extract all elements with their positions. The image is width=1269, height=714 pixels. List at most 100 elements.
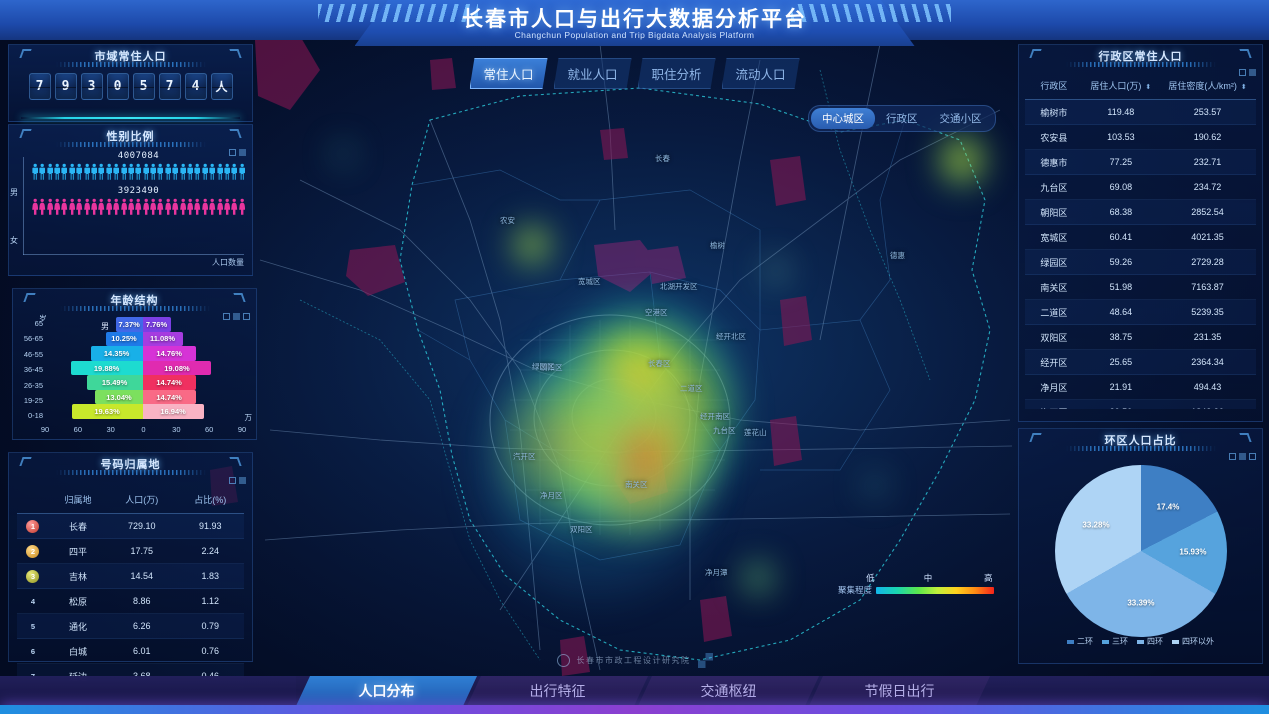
male-figure-icon bbox=[98, 163, 105, 180]
pyramid-bar-male-4[interactable]: 15.49% bbox=[86, 375, 143, 390]
pyramid-bar-female-5[interactable]: 14.74% bbox=[142, 389, 196, 405]
pyramid-bar-male-5[interactable]: 13.04% bbox=[95, 389, 143, 405]
panel-tools[interactable] bbox=[1239, 69, 1256, 76]
pyramid-y-label-1: 56-65 bbox=[23, 334, 43, 344]
table-row[interactable]: 宽城区 60.41 4021.35 bbox=[1025, 224, 1256, 250]
rank-badge: 3 bbox=[26, 569, 40, 583]
gender-male-value: 4007084 bbox=[117, 151, 160, 161]
table-row[interactable]: 5 通化 6.26 0.79 bbox=[17, 613, 244, 639]
table-view-icon[interactable] bbox=[229, 477, 236, 484]
top-tab-3[interactable]: 流动人口 bbox=[722, 58, 800, 89]
table-row[interactable]: 九台区 69.08 234.72 bbox=[1025, 174, 1256, 200]
table-row[interactable]: 绿园区 59.26 2729.28 bbox=[1025, 249, 1256, 275]
top-tab-1[interactable]: 就业人口 bbox=[553, 58, 631, 89]
origin-rank-cell: 4 bbox=[17, 588, 49, 614]
pyramid-bar-male-1[interactable]: 10.25% bbox=[105, 331, 143, 347]
pyramid-bar-female-4[interactable]: 14.74% bbox=[142, 375, 196, 390]
sort-icon[interactable]: ⬍ bbox=[1240, 84, 1247, 91]
bottom-nav-item-1[interactable]: 出行特征 bbox=[467, 676, 648, 706]
table-row[interactable]: 朝阳区 68.38 2852.54 bbox=[1025, 199, 1256, 225]
table-row[interactable]: 2 四平 17.75 2.24 bbox=[17, 538, 244, 564]
pie-legend-item-2[interactable]: 四环 bbox=[1137, 636, 1163, 647]
table-row[interactable]: 3 吉林 14.54 1.83 bbox=[17, 563, 244, 589]
sort-icon[interactable]: ⬍ bbox=[1145, 84, 1152, 91]
watermark-text: 长春市市政工程设计研究院 bbox=[576, 656, 691, 665]
pyramid-bar-female-3[interactable]: 19.08% bbox=[142, 360, 212, 376]
table-view-icon[interactable] bbox=[1229, 453, 1236, 460]
table-view-icon[interactable] bbox=[229, 149, 236, 156]
pyramid-half-male: 15.49% bbox=[45, 375, 143, 390]
bottom-nav-item-3[interactable]: 节假日出行 bbox=[809, 676, 990, 706]
female-figure-icon bbox=[83, 198, 90, 215]
table-row[interactable]: 二道区 48.64 5239.35 bbox=[1025, 299, 1256, 325]
bar-view-icon[interactable] bbox=[233, 313, 240, 320]
pie-legend-item-0[interactable]: 二环 bbox=[1067, 636, 1093, 647]
district-table-scroll[interactable]: 行政区 居住人口(万) ⬍ 居住密度(人/km²) ⬍ 榆树市 119.48 253.57 农… bbox=[1019, 69, 1262, 409]
pyramid-bar-male-0[interactable]: 7.37% bbox=[115, 317, 143, 332]
table-row[interactable]: 4 松原 8.86 1.12 bbox=[17, 588, 244, 614]
panel-tools[interactable] bbox=[1229, 453, 1256, 460]
pyramid-row-6: 19.63% 16.94% bbox=[45, 404, 240, 420]
female-figure-icon bbox=[165, 198, 172, 215]
bottom-nav-bar: 人口分布 出行特征 交通枢纽 节假日出行 bbox=[0, 670, 1269, 714]
district-pop: 103.53 bbox=[1082, 124, 1160, 150]
pyramid-row-2: 14.35% 14.76% bbox=[45, 346, 240, 361]
download-icon[interactable] bbox=[239, 477, 246, 484]
district-name: 德惠市 bbox=[1025, 149, 1083, 175]
map-label-10: 经开北区 bbox=[716, 332, 746, 341]
institute-watermark: 长春市市政工程设计研究院 bbox=[556, 653, 713, 668]
pyramid-half-male: 19.63% bbox=[45, 404, 143, 420]
pie-legend-item-3[interactable]: 四环以外 bbox=[1172, 636, 1214, 647]
male-figure-icon bbox=[61, 163, 68, 180]
pie-legend-item-1[interactable]: 三环 bbox=[1102, 636, 1128, 647]
panel-glow-divider bbox=[21, 117, 240, 119]
table-row[interactable]: 南关区 51.98 7163.87 bbox=[1025, 274, 1256, 300]
download-icon[interactable] bbox=[243, 313, 250, 320]
table-row[interactable]: 双阳区 38.75 231.35 bbox=[1025, 324, 1256, 350]
pyramid-bar-female-6[interactable]: 16.94% bbox=[142, 404, 204, 420]
pyramid-bar-female-2[interactable]: 14.76% bbox=[142, 346, 196, 361]
table-col-0: 归属地 bbox=[48, 487, 108, 514]
download-icon[interactable] bbox=[1249, 69, 1256, 76]
download-icon[interactable] bbox=[239, 149, 246, 156]
institute-logo-icon bbox=[697, 653, 713, 668]
pyramid-bar-male-3[interactable]: 19.88% bbox=[70, 360, 143, 376]
panel-tools[interactable] bbox=[223, 313, 250, 320]
panel-tools[interactable] bbox=[229, 149, 246, 156]
table-row[interactable]: 榆树市 119.48 253.57 bbox=[1025, 99, 1256, 125]
table-row[interactable]: 1 长春 729.10 91.93 bbox=[17, 513, 244, 539]
origin-share: 91.93 bbox=[176, 513, 244, 539]
bottom-nav-item-0[interactable]: 人口分布 bbox=[296, 676, 477, 706]
male-figure-icon bbox=[39, 163, 46, 180]
table-view-icon[interactable] bbox=[1239, 69, 1246, 76]
table-row[interactable]: 汽开区20.501842.26 bbox=[1025, 399, 1256, 409]
pyramid-bar-female-0[interactable]: 7.76% bbox=[142, 317, 171, 332]
table-row[interactable]: 6 白城 6.01 0.76 bbox=[17, 638, 244, 664]
title-underline-decor bbox=[55, 470, 206, 475]
table-row[interactable]: 经开区 25.65 2364.34 bbox=[1025, 349, 1256, 375]
bottom-nav-item-2[interactable]: 交通枢纽 bbox=[638, 676, 819, 706]
top-tab-0[interactable]: 常住人口 bbox=[469, 58, 547, 89]
map-view-button-1[interactable]: 行政区 bbox=[886, 113, 918, 125]
map-label-4: 宽城区 bbox=[578, 277, 601, 286]
pie-disc[interactable] bbox=[1054, 465, 1227, 637]
map-view-button-0[interactable]: 中心城区 bbox=[811, 108, 875, 129]
pyramid-bar-male-2[interactable]: 14.35% bbox=[90, 346, 143, 361]
map-label-18: 莲花山 bbox=[744, 428, 767, 437]
ring-pie-chart: 17.4% 15.93% 33.39% 33.28% 二环 三环 四环 四环以外 bbox=[1019, 453, 1262, 649]
pyramid-bar-female-1[interactable]: 11.08% bbox=[142, 331, 183, 347]
table-view-icon[interactable] bbox=[223, 313, 230, 320]
panel-tools[interactable] bbox=[229, 477, 246, 484]
district-name: 绿园区 bbox=[1025, 249, 1083, 275]
top-tab-2[interactable]: 职住分析 bbox=[638, 58, 716, 89]
table-row[interactable]: 净月区 21.91 494.43 bbox=[1025, 374, 1256, 400]
pyramid-bar-male-6[interactable]: 19.63% bbox=[71, 404, 143, 420]
table-row[interactable]: 农安县 103.53 190.62 bbox=[1025, 124, 1256, 150]
download-icon[interactable] bbox=[1249, 453, 1256, 460]
pie-view-icon[interactable] bbox=[1239, 453, 1246, 460]
map-view-button-2[interactable]: 交通小区 bbox=[939, 113, 982, 125]
male-figure-icon bbox=[224, 163, 230, 180]
table-row[interactable]: 德惠市 77.25 232.71 bbox=[1025, 149, 1256, 175]
